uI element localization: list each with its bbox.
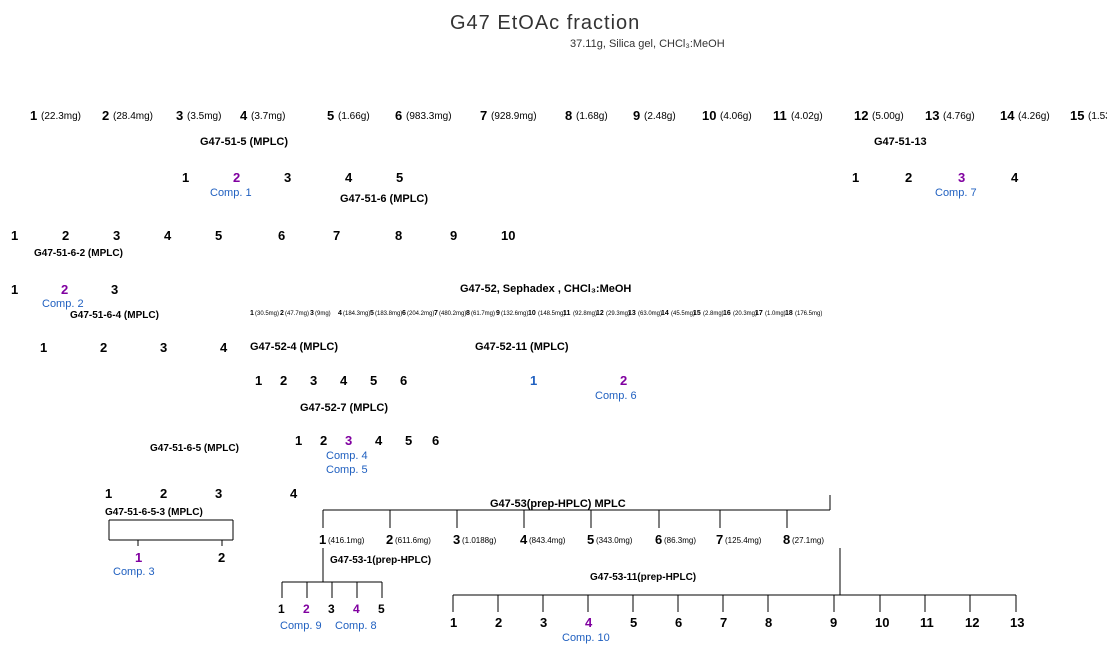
sub-fraction-number: 8: [783, 532, 790, 547]
sub-fraction-number: 6: [675, 615, 682, 630]
sub-fraction-number: 1: [278, 602, 285, 616]
sub-fraction-number: 5: [587, 532, 594, 547]
sub-fraction-weight: (843.4mg): [529, 536, 565, 545]
sub-fraction-number: 5: [630, 615, 637, 630]
comp-3-label: Comp. 3: [113, 566, 155, 578]
sub-fraction-number: 1: [450, 615, 457, 630]
label-g47-53-11: G47-53-11(prep-HPLC): [590, 572, 696, 583]
sub-fraction-number: 3: [540, 615, 547, 630]
sub-fraction-number: 1: [319, 532, 326, 547]
label-g47-53-1: G47-53-1(prep-HPLC): [330, 555, 431, 566]
compound-number: 4: [585, 615, 592, 630]
sub-fraction-weight: (343.0mg): [596, 536, 632, 545]
sub-fraction-number: 13: [1010, 615, 1024, 630]
compound-number: 4: [353, 602, 360, 616]
sub-fraction-number: 8: [765, 615, 772, 630]
sub-fraction-number: 7: [720, 615, 727, 630]
sub-fraction-number: 10: [875, 615, 889, 630]
comp-10-label: Comp. 10: [562, 632, 610, 644]
sub-fraction-weight: (86.3mg): [664, 536, 696, 545]
sub-fraction-weight: (1.0188g): [462, 536, 496, 545]
sub-fraction-number: 2: [386, 532, 393, 547]
sub-fraction-number: 12: [965, 615, 979, 630]
sub-fraction-number: 7: [716, 532, 723, 547]
sub-fraction-weight: (125.4mg): [725, 536, 761, 545]
sub-fraction-number: 3: [328, 602, 335, 616]
sub-fraction-number: 9: [830, 615, 837, 630]
sub-fraction-number: 5: [378, 602, 385, 616]
sub-fraction-weight: (27.1mg): [792, 536, 824, 545]
sub-fraction-number: 11: [920, 615, 934, 630]
sub-fraction-weight: (611.6mg): [395, 536, 431, 545]
sub-fraction-number: 4: [520, 532, 527, 547]
compound-number: 1: [135, 550, 142, 565]
compound-number: 2: [303, 602, 310, 616]
sub-fraction-number: 2: [218, 550, 225, 565]
sub-fraction-number: 2: [495, 615, 502, 630]
tree-lines: [0, 0, 1107, 654]
comp-8-label: Comp. 8: [335, 620, 377, 632]
sub-fraction-weight: (416.1mg): [328, 536, 364, 545]
sub-fraction-number: 3: [453, 532, 460, 547]
sub-fraction-number: 6: [655, 532, 662, 547]
comp-9-label: Comp. 9: [280, 620, 322, 632]
